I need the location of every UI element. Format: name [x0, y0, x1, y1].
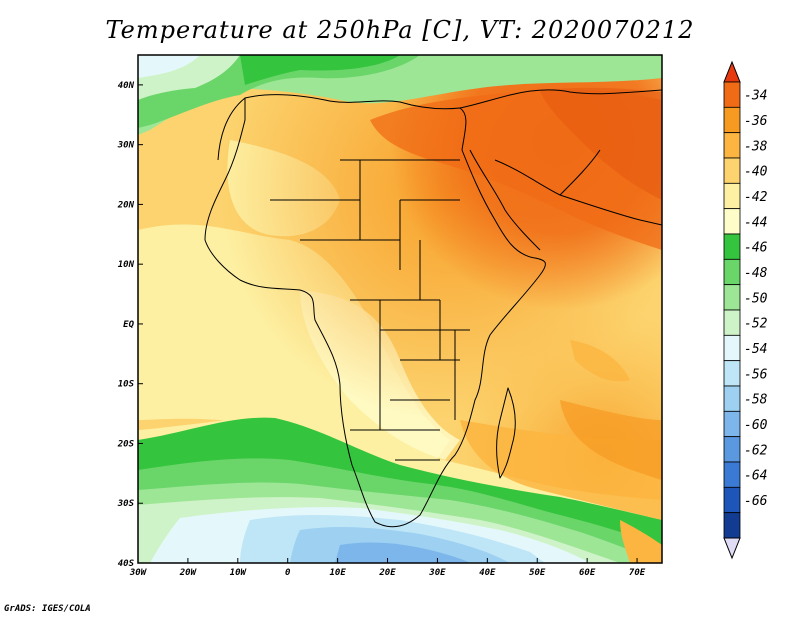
colorbar-swatch [723, 486, 741, 514]
x-tick-label: 70E [629, 568, 646, 578]
plot-frame [137, 54, 663, 564]
colorbar-swatch [723, 208, 741, 235]
x-tick-label: 30E [428, 568, 446, 578]
colorbar-label: -48 [744, 266, 768, 281]
x-tick-label: 40E [479, 568, 496, 578]
x-tick-label: 20E [378, 568, 396, 578]
colorbar-swatch [723, 132, 741, 159]
credit-text: GrADS: IGES/COLA [4, 604, 91, 614]
y-tick-label: 10N [118, 260, 135, 270]
colorbar-label: -52 [744, 317, 768, 332]
y-tick-label: 40N [118, 81, 135, 91]
colorbar-swatch [723, 81, 741, 108]
coastlines-borders [204, 89, 662, 528]
y-tick-label: 30S [117, 499, 135, 509]
y-axis-ticks: 40N 30N 20N 10N EQ 10S 20S 30S 40S [117, 81, 143, 569]
y-tick-label: 30N [117, 141, 135, 151]
colorbar-top-cap [723, 60, 741, 83]
y-tick-label: 20S [117, 439, 135, 449]
colorbar-label: -38 [744, 139, 768, 154]
colorbar-label: -58 [744, 393, 768, 408]
y-tick-label: EQ [123, 320, 134, 330]
x-tick-label: 50E [529, 568, 546, 578]
colorbar-swatch [723, 309, 741, 336]
colorbar-swatch [723, 385, 741, 412]
colorbar-swatch [723, 157, 741, 184]
color-bar: -34 -36 -38 -40 -42 -44 -46 -48 -50 -52 -54 -56 -58 -… [723, 60, 768, 560]
colorbar-bottom-cap [723, 537, 741, 560]
x-tick-label: 10E [329, 568, 346, 578]
colorbar-swatch [723, 258, 741, 286]
colorbar-label: -42 [744, 190, 768, 205]
x-axis-ticks: 30W 20W 10W 0 10E 20E 30E 40E 50E 60E 70E [129, 558, 646, 578]
colorbar-swatch [723, 360, 741, 387]
colorbar-swatch [723, 284, 741, 311]
colorbar-swatch [723, 436, 741, 463]
colorbar-swatch [723, 512, 741, 539]
y-tick-label: 10S [118, 380, 135, 390]
x-tick-label: 30W [129, 568, 148, 578]
colorbar-swatch [723, 106, 741, 134]
colorbar-swatch [723, 410, 741, 438]
colorbar-label: -50 [744, 291, 768, 306]
colorbar-swatch [723, 461, 741, 488]
temperature-field [138, 55, 662, 563]
colorbar-swatch [723, 334, 741, 362]
colorbar-label: -40 [744, 165, 768, 180]
colorbar-label: -56 [744, 367, 768, 382]
colorbar-label: -54 [744, 342, 767, 357]
colorbar-label: -36 [744, 114, 768, 129]
colorbar-label: -34 [744, 89, 767, 104]
x-tick-label: 0 [285, 568, 291, 578]
x-tick-label: 20W [179, 568, 198, 578]
colorbar-label: -46 [744, 241, 768, 256]
colorbar-label: -44 [744, 215, 767, 230]
x-tick-label: 60E [579, 568, 596, 578]
colorbar-swatch [723, 233, 741, 260]
colorbar-label: -66 [744, 494, 768, 509]
y-tick-label: 40S [118, 559, 135, 569]
colorbar-label: -64 [744, 469, 767, 484]
colorbar-label: -62 [744, 443, 768, 458]
x-tick-label: 10W [230, 568, 248, 578]
colorbar-label: -60 [744, 418, 768, 433]
map-title: Temperature at 250hPa [C], VT: 202007021… [105, 16, 695, 44]
y-tick-label: 20N [117, 200, 135, 210]
colorbar-swatch [723, 182, 741, 210]
